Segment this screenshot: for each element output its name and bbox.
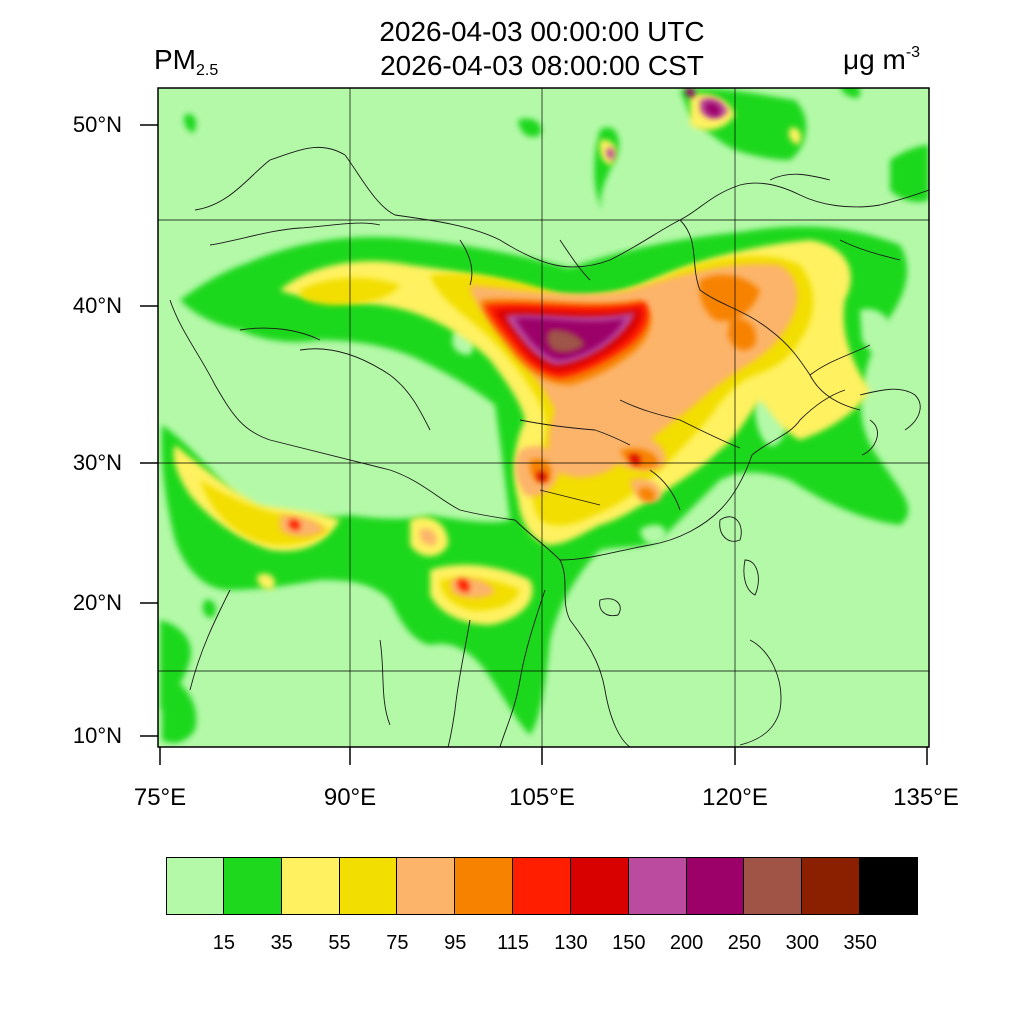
colorbar-box-4 [397, 857, 456, 915]
map-field [158, 88, 929, 747]
title-utc: 2026-04-03 00:00:00 UTC [379, 16, 705, 47]
colorbar-tick-label: 115 [497, 932, 529, 954]
colorbar-tick-label: 55 [328, 932, 351, 954]
unit-label: μg m-3 [843, 44, 920, 76]
colorbar [166, 857, 918, 915]
colorbar-box-1 [223, 857, 282, 915]
colorbar-box-3 [339, 857, 398, 915]
unit-main: μg m [843, 44, 906, 75]
lon-label-75e: 75°E [133, 784, 187, 811]
colorbar-tick-label: 350 [843, 932, 877, 954]
colorbar-box-11 [802, 857, 861, 915]
lon-label-135e: 135°E [893, 784, 959, 811]
colorbar-box-6 [513, 857, 571, 915]
lon-label-120e: 120°E [702, 784, 768, 811]
variable-label: PM2.5 [154, 44, 218, 80]
colorbar-box-9 [686, 857, 745, 915]
colorbar-box-7 [570, 857, 629, 915]
colorbar-box-12 [860, 857, 918, 915]
lat-label-40n: 40°N [72, 293, 122, 318]
level-250-300 [546, 329, 585, 353]
colorbar-tick-label: 150 [612, 932, 646, 954]
colorbar-box-8 [628, 857, 687, 915]
colorbar-tick-label: 35 [270, 932, 293, 954]
colorbar-box-5 [455, 857, 514, 915]
lat-label-50n: 50°N [72, 112, 122, 137]
axis-ticks [140, 124, 928, 765]
colorbar-box-0 [166, 857, 224, 915]
variable-sub: 2.5 [196, 62, 219, 79]
colorbar-tick-label: 300 [785, 932, 819, 954]
colorbar-tick-label: 15 [212, 932, 235, 954]
colorbar-tick-label: 250 [727, 932, 762, 954]
lat-label-10n: 10°N [72, 723, 122, 748]
map-frame [157, 87, 930, 748]
lon-label-105e: 105°E [509, 784, 575, 811]
colorbar-tick-label: 75 [386, 932, 409, 954]
colorbar-tick-label: 200 [669, 932, 704, 954]
variable-main: PM [154, 44, 196, 75]
colorbar-box-10 [744, 857, 803, 915]
colorbar-tick-label: 130 [554, 932, 588, 954]
unit-sup: -3 [905, 44, 921, 61]
colorbar-box-2 [281, 857, 340, 915]
title-cst: 2026-04-03 08:00:00 CST [380, 50, 704, 81]
lat-label-30n: 30°N [72, 450, 122, 475]
graticule [158, 88, 929, 747]
colorbar-tick-label: 95 [444, 932, 467, 954]
lat-label-20n: 20°N [72, 590, 122, 615]
coastlines-borders [169, 146, 929, 747]
lon-label-90e: 90°E [323, 784, 377, 811]
